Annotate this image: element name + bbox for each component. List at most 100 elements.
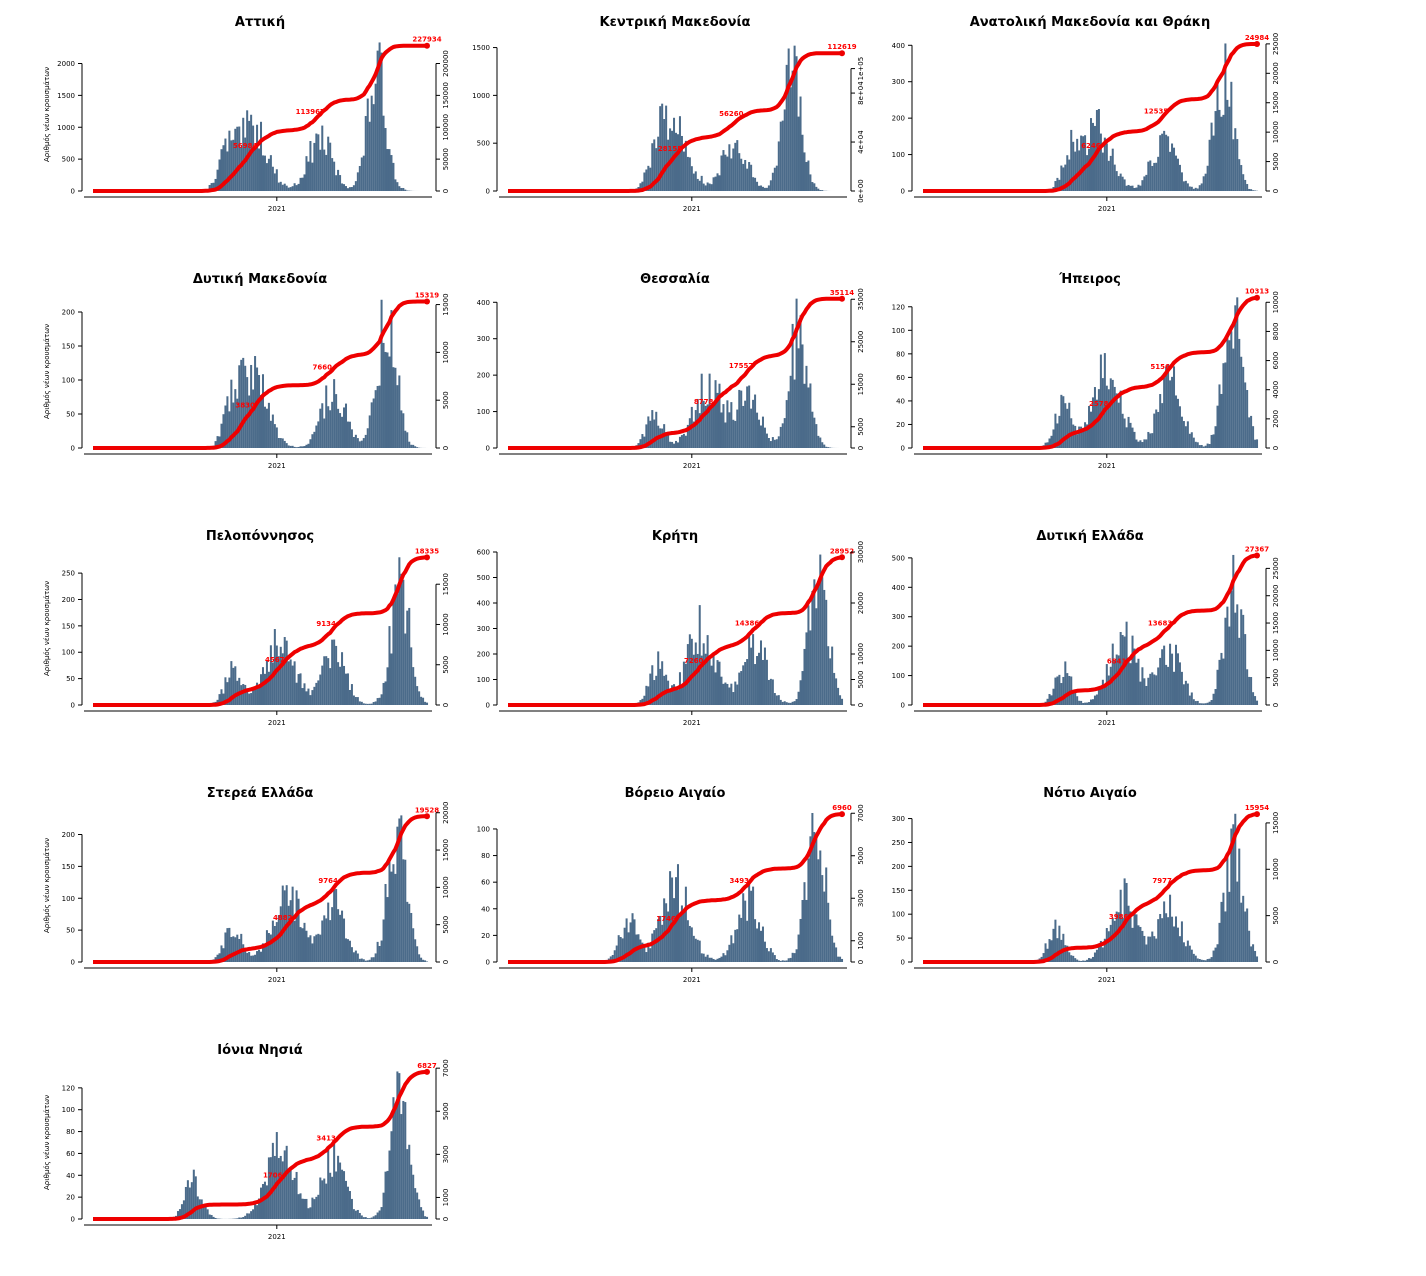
chart-title: Κρήτη bbox=[652, 529, 698, 544]
daily-cases-bar bbox=[309, 1207, 311, 1219]
daily-cases-bar bbox=[353, 952, 355, 962]
daily-cases-bar bbox=[748, 636, 750, 705]
daily-cases-bar bbox=[260, 952, 262, 962]
daily-cases-bar bbox=[238, 1217, 240, 1219]
daily-cases-bar bbox=[207, 1209, 209, 1219]
daily-cases-bar bbox=[1171, 917, 1173, 962]
y-tick-label: 60 bbox=[66, 1150, 75, 1158]
daily-cases-bar bbox=[1159, 658, 1161, 705]
daily-cases-bar bbox=[260, 122, 262, 191]
daily-cases-bar bbox=[1203, 703, 1205, 705]
daily-cases-bar bbox=[1226, 857, 1228, 962]
x-tick-label: 2021 bbox=[1098, 205, 1116, 213]
daily-cases-bar bbox=[394, 179, 396, 191]
daily-cases-bar bbox=[786, 960, 788, 962]
daily-cases-bar bbox=[1240, 609, 1242, 705]
daily-cases-bar bbox=[313, 687, 315, 705]
daily-cases-bar bbox=[232, 936, 234, 962]
y-tick-label: 0 bbox=[71, 959, 75, 967]
daily-cases-bar bbox=[774, 955, 776, 962]
daily-cases-bar bbox=[375, 701, 377, 705]
daily-cases-bar bbox=[1181, 417, 1183, 448]
daily-cases-bar bbox=[1108, 161, 1110, 191]
daily-cases-bar bbox=[1137, 185, 1139, 191]
y2-tick-label: 0 bbox=[1272, 703, 1280, 707]
daily-cases-bar bbox=[1209, 444, 1211, 448]
daily-cases-bar bbox=[734, 682, 736, 705]
cumulative-label: 9764 bbox=[318, 877, 338, 885]
daily-cases-bar bbox=[353, 185, 355, 191]
daily-cases-bar bbox=[1096, 950, 1098, 962]
daily-cases-bar bbox=[807, 605, 809, 705]
daily-cases-bar bbox=[1161, 649, 1163, 705]
daily-cases-bar bbox=[685, 436, 687, 448]
daily-cases-bar bbox=[1153, 414, 1155, 448]
daily-cases-bar bbox=[266, 409, 268, 448]
daily-cases-bar bbox=[1191, 432, 1193, 448]
daily-cases-bar bbox=[1165, 913, 1167, 962]
daily-cases-bar bbox=[1072, 692, 1074, 705]
daily-cases-bar bbox=[311, 1198, 313, 1219]
daily-cases-bar bbox=[1120, 391, 1122, 448]
daily-cases-bar bbox=[416, 686, 418, 705]
cumulative-label: 17557 bbox=[729, 362, 753, 370]
daily-cases-bar bbox=[424, 702, 426, 705]
daily-cases-bar bbox=[414, 677, 416, 705]
chart-svg: Ιόνια Νησιά68273413170602040608010012001… bbox=[40, 1036, 500, 1276]
daily-cases-bar bbox=[805, 632, 807, 705]
daily-cases-bar bbox=[205, 1207, 207, 1219]
daily-cases-bar bbox=[250, 956, 252, 962]
daily-cases-bar bbox=[1141, 180, 1143, 191]
daily-cases-bar bbox=[841, 959, 843, 962]
y2-tick-label: 100000 bbox=[442, 114, 450, 141]
daily-cases-bar bbox=[367, 960, 369, 962]
daily-cases-bar bbox=[331, 640, 333, 705]
daily-cases-bar bbox=[728, 412, 730, 448]
daily-cases-bar bbox=[835, 947, 837, 962]
daily-cases-bar bbox=[426, 703, 428, 705]
y-tick-label: 60 bbox=[896, 374, 905, 382]
cumulative-label: 56260 bbox=[719, 110, 743, 118]
daily-cases-bar bbox=[681, 686, 683, 705]
daily-cases-bar bbox=[801, 671, 803, 705]
daily-cases-bar bbox=[1135, 663, 1137, 705]
daily-cases-bar bbox=[1074, 152, 1076, 191]
daily-cases-bar bbox=[290, 659, 292, 705]
daily-cases-bar bbox=[290, 187, 292, 191]
y2-tick-label: 1000 bbox=[857, 932, 865, 950]
daily-cases-bar bbox=[728, 687, 730, 705]
daily-cases-bar bbox=[1066, 673, 1068, 705]
daily-cases-bar bbox=[1244, 382, 1246, 448]
daily-cases-bar bbox=[1157, 919, 1159, 962]
y2-tick-label: 8000 bbox=[1272, 323, 1280, 341]
daily-cases-bar bbox=[1236, 604, 1238, 705]
daily-cases-bar bbox=[373, 702, 375, 705]
daily-cases-bar bbox=[319, 409, 321, 448]
y-axis-label: Αριθμός νέων κρουσμάτων bbox=[43, 838, 51, 933]
daily-cases-bar bbox=[1250, 946, 1252, 962]
daily-cases-bar bbox=[1232, 349, 1234, 448]
daily-cases-bar bbox=[248, 952, 250, 962]
daily-cases-bar bbox=[211, 1215, 213, 1219]
daily-cases-bar bbox=[1090, 959, 1092, 962]
daily-cases-bar bbox=[416, 1193, 418, 1219]
daily-cases-bar bbox=[410, 1165, 412, 1219]
daily-cases-bar bbox=[329, 668, 331, 705]
daily-cases-bar bbox=[1175, 395, 1177, 448]
daily-cases-bar bbox=[402, 580, 404, 705]
daily-cases-bar bbox=[1132, 636, 1134, 705]
daily-cases-bar bbox=[343, 1171, 345, 1219]
daily-cases-bar bbox=[1246, 908, 1248, 962]
daily-cases-bar bbox=[236, 1218, 238, 1219]
daily-cases-bar bbox=[288, 661, 290, 705]
daily-cases-bar bbox=[764, 942, 766, 962]
daily-cases-bar bbox=[1088, 702, 1090, 705]
y-tick-label: 100 bbox=[892, 327, 905, 335]
daily-cases-bar bbox=[1114, 921, 1116, 962]
daily-cases-bar bbox=[754, 395, 756, 448]
daily-cases-bar bbox=[754, 919, 756, 962]
x-tick-label: 2021 bbox=[683, 719, 701, 727]
daily-cases-bar bbox=[238, 127, 240, 191]
daily-cases-bar bbox=[736, 140, 738, 191]
